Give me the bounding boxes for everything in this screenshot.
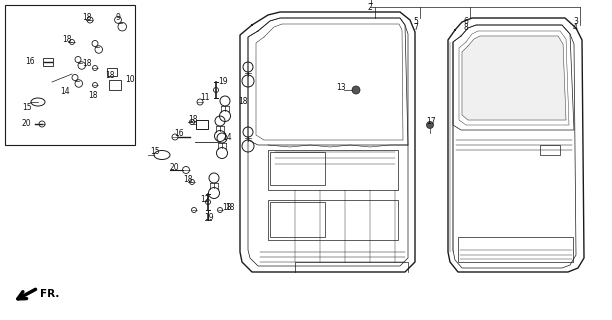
Bar	[107, 68, 117, 76]
Circle shape	[352, 86, 360, 94]
Text: 19: 19	[218, 77, 228, 86]
Text: 18: 18	[222, 204, 231, 212]
Bar	[458, 237, 573, 262]
Text: 4: 4	[573, 23, 578, 33]
Text: 10: 10	[125, 76, 135, 84]
Text: 19: 19	[204, 213, 214, 222]
Text: 18: 18	[82, 60, 92, 68]
Text: 18: 18	[225, 204, 234, 212]
Bar	[540, 145, 560, 155]
Bar	[196, 119, 208, 129]
Bar	[270, 152, 325, 185]
Text: 20: 20	[22, 119, 32, 129]
Text: 18: 18	[188, 116, 198, 124]
Text: 18: 18	[238, 98, 247, 107]
Text: 16: 16	[25, 58, 35, 67]
Text: 15: 15	[150, 148, 160, 156]
Bar	[109, 80, 121, 90]
Polygon shape	[462, 36, 566, 120]
Text: 14: 14	[60, 87, 70, 97]
Polygon shape	[248, 18, 408, 145]
Text: 20: 20	[170, 163, 180, 172]
Text: 5: 5	[413, 18, 418, 27]
Text: 15: 15	[22, 103, 32, 113]
Text: 8: 8	[463, 23, 468, 33]
Text: 16: 16	[174, 130, 184, 139]
Text: 12: 12	[200, 196, 209, 204]
Text: 6: 6	[463, 18, 468, 27]
Polygon shape	[453, 25, 574, 130]
Text: 2: 2	[368, 4, 373, 12]
Text: 3: 3	[573, 18, 578, 27]
Text: FR.: FR.	[40, 289, 59, 299]
Text: 11: 11	[200, 93, 209, 102]
Text: 18: 18	[62, 36, 72, 44]
Text: 13: 13	[336, 84, 346, 92]
Text: 18: 18	[88, 91, 97, 100]
Text: 18: 18	[105, 70, 114, 79]
Text: 18: 18	[82, 13, 92, 22]
Text: 18: 18	[183, 175, 193, 185]
Circle shape	[427, 122, 433, 129]
Bar	[43, 58, 53, 66]
Bar	[268, 200, 398, 240]
Text: 14: 14	[222, 133, 231, 142]
Bar	[270, 202, 325, 237]
Text: 9: 9	[115, 13, 120, 22]
Bar	[268, 150, 398, 190]
Text: 1: 1	[368, 0, 373, 6]
Bar	[5, 5, 135, 145]
Text: 17: 17	[426, 117, 436, 126]
Text: 7: 7	[413, 23, 418, 33]
